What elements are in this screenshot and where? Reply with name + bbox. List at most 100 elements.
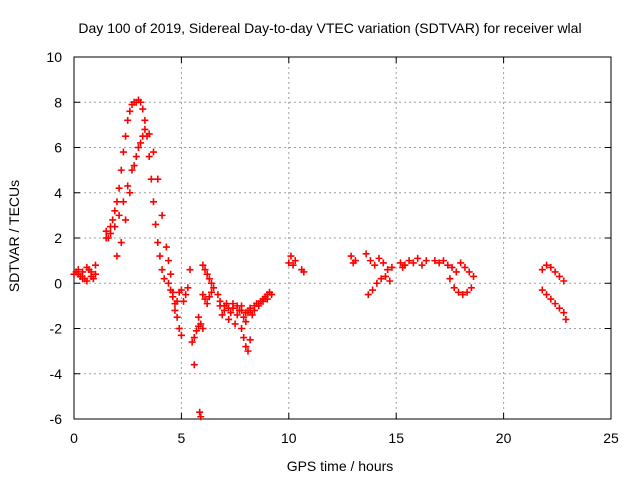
y-tick-label: 10: [46, 49, 62, 65]
data-point: [115, 211, 123, 219]
y-tick-label: 8: [54, 94, 62, 110]
y-axis-ticks: -6 -4 -2 0 2 4 6 8 10: [46, 49, 611, 427]
data-point: [111, 207, 119, 215]
data-point: [87, 268, 95, 276]
data-point: [446, 275, 454, 283]
data-point: [207, 279, 215, 287]
data-point: [160, 275, 168, 283]
data-point: [190, 334, 198, 342]
data-point: [102, 234, 110, 242]
data-point: [79, 275, 87, 283]
data-point: [259, 297, 267, 305]
data-point: [233, 311, 241, 319]
data-point: [470, 272, 478, 280]
data-point: [384, 266, 392, 274]
data-point: [184, 284, 192, 292]
data-point: [457, 259, 465, 267]
data-point: [377, 275, 385, 283]
x-axis-label: GPS time / hours: [287, 458, 394, 474]
data-point: [107, 229, 115, 237]
data-point: [543, 291, 551, 299]
data-point: [196, 408, 204, 416]
data-point: [287, 252, 295, 260]
data-point: [233, 302, 241, 310]
data-point: [242, 318, 250, 326]
data-point: [414, 254, 422, 262]
data-point: [203, 300, 211, 308]
data-point: [547, 263, 555, 271]
data-point: [263, 295, 271, 303]
data-point: [240, 334, 248, 342]
data-point: [117, 239, 125, 247]
data-point: [227, 309, 235, 317]
data-point: [225, 315, 233, 323]
data-point: [444, 261, 452, 269]
data-point: [216, 297, 224, 305]
data-point: [362, 250, 370, 258]
data-point: [197, 413, 205, 421]
data-point: [113, 198, 121, 206]
data-point: [190, 361, 198, 369]
data-points: [70, 96, 570, 421]
y-tick-label: 6: [54, 140, 62, 156]
x-tick-label: 25: [603, 430, 619, 446]
data-point: [102, 227, 110, 235]
data-point: [173, 297, 181, 305]
data-point: [91, 270, 99, 278]
data-point: [431, 257, 439, 265]
data-point: [375, 254, 383, 262]
data-point: [238, 306, 246, 314]
data-point: [369, 286, 377, 294]
data-point: [435, 259, 443, 267]
x-tick-label: 20: [496, 430, 512, 446]
data-point: [401, 261, 409, 269]
data-point: [134, 144, 142, 151]
data-point: [560, 309, 568, 317]
data-point: [246, 306, 254, 314]
data-point: [396, 259, 404, 267]
data-point: [379, 259, 387, 267]
data-point: [405, 257, 413, 265]
data-point: [119, 148, 127, 156]
data-point: [238, 325, 246, 332]
data-point: [113, 252, 121, 260]
data-point: [128, 166, 136, 174]
data-point: [182, 291, 190, 299]
data-point: [111, 223, 119, 231]
data-point: [220, 302, 228, 310]
data-point: [201, 266, 209, 274]
data-point: [126, 189, 134, 197]
data-point: [165, 257, 173, 265]
data-point: [551, 300, 559, 308]
x-tick-label: 5: [178, 430, 186, 446]
data-point: [371, 261, 379, 269]
data-point: [203, 270, 211, 278]
data-point: [300, 268, 308, 276]
data-point: [240, 313, 248, 321]
y-tick-label: -2: [50, 321, 63, 337]
data-point: [126, 107, 134, 115]
data-point: [141, 116, 149, 124]
data-point: [555, 272, 563, 280]
data-point: [188, 338, 196, 346]
data-point: [543, 261, 551, 269]
data-point: [192, 327, 200, 335]
data-point: [409, 259, 417, 267]
data-point: [555, 304, 563, 312]
data-point: [463, 288, 471, 296]
data-point: [130, 162, 138, 170]
data-point: [366, 257, 374, 265]
data-point: [448, 263, 456, 271]
y-tick-label: 4: [54, 185, 62, 201]
data-point: [141, 125, 149, 133]
data-point: [199, 261, 207, 269]
data-point: [132, 153, 140, 161]
data-point: [169, 293, 177, 301]
data-point: [205, 293, 213, 301]
data-point: [225, 304, 233, 312]
data-point: [171, 306, 179, 314]
data-point: [547, 295, 555, 303]
data-point: [115, 184, 123, 192]
data-point: [388, 263, 396, 271]
